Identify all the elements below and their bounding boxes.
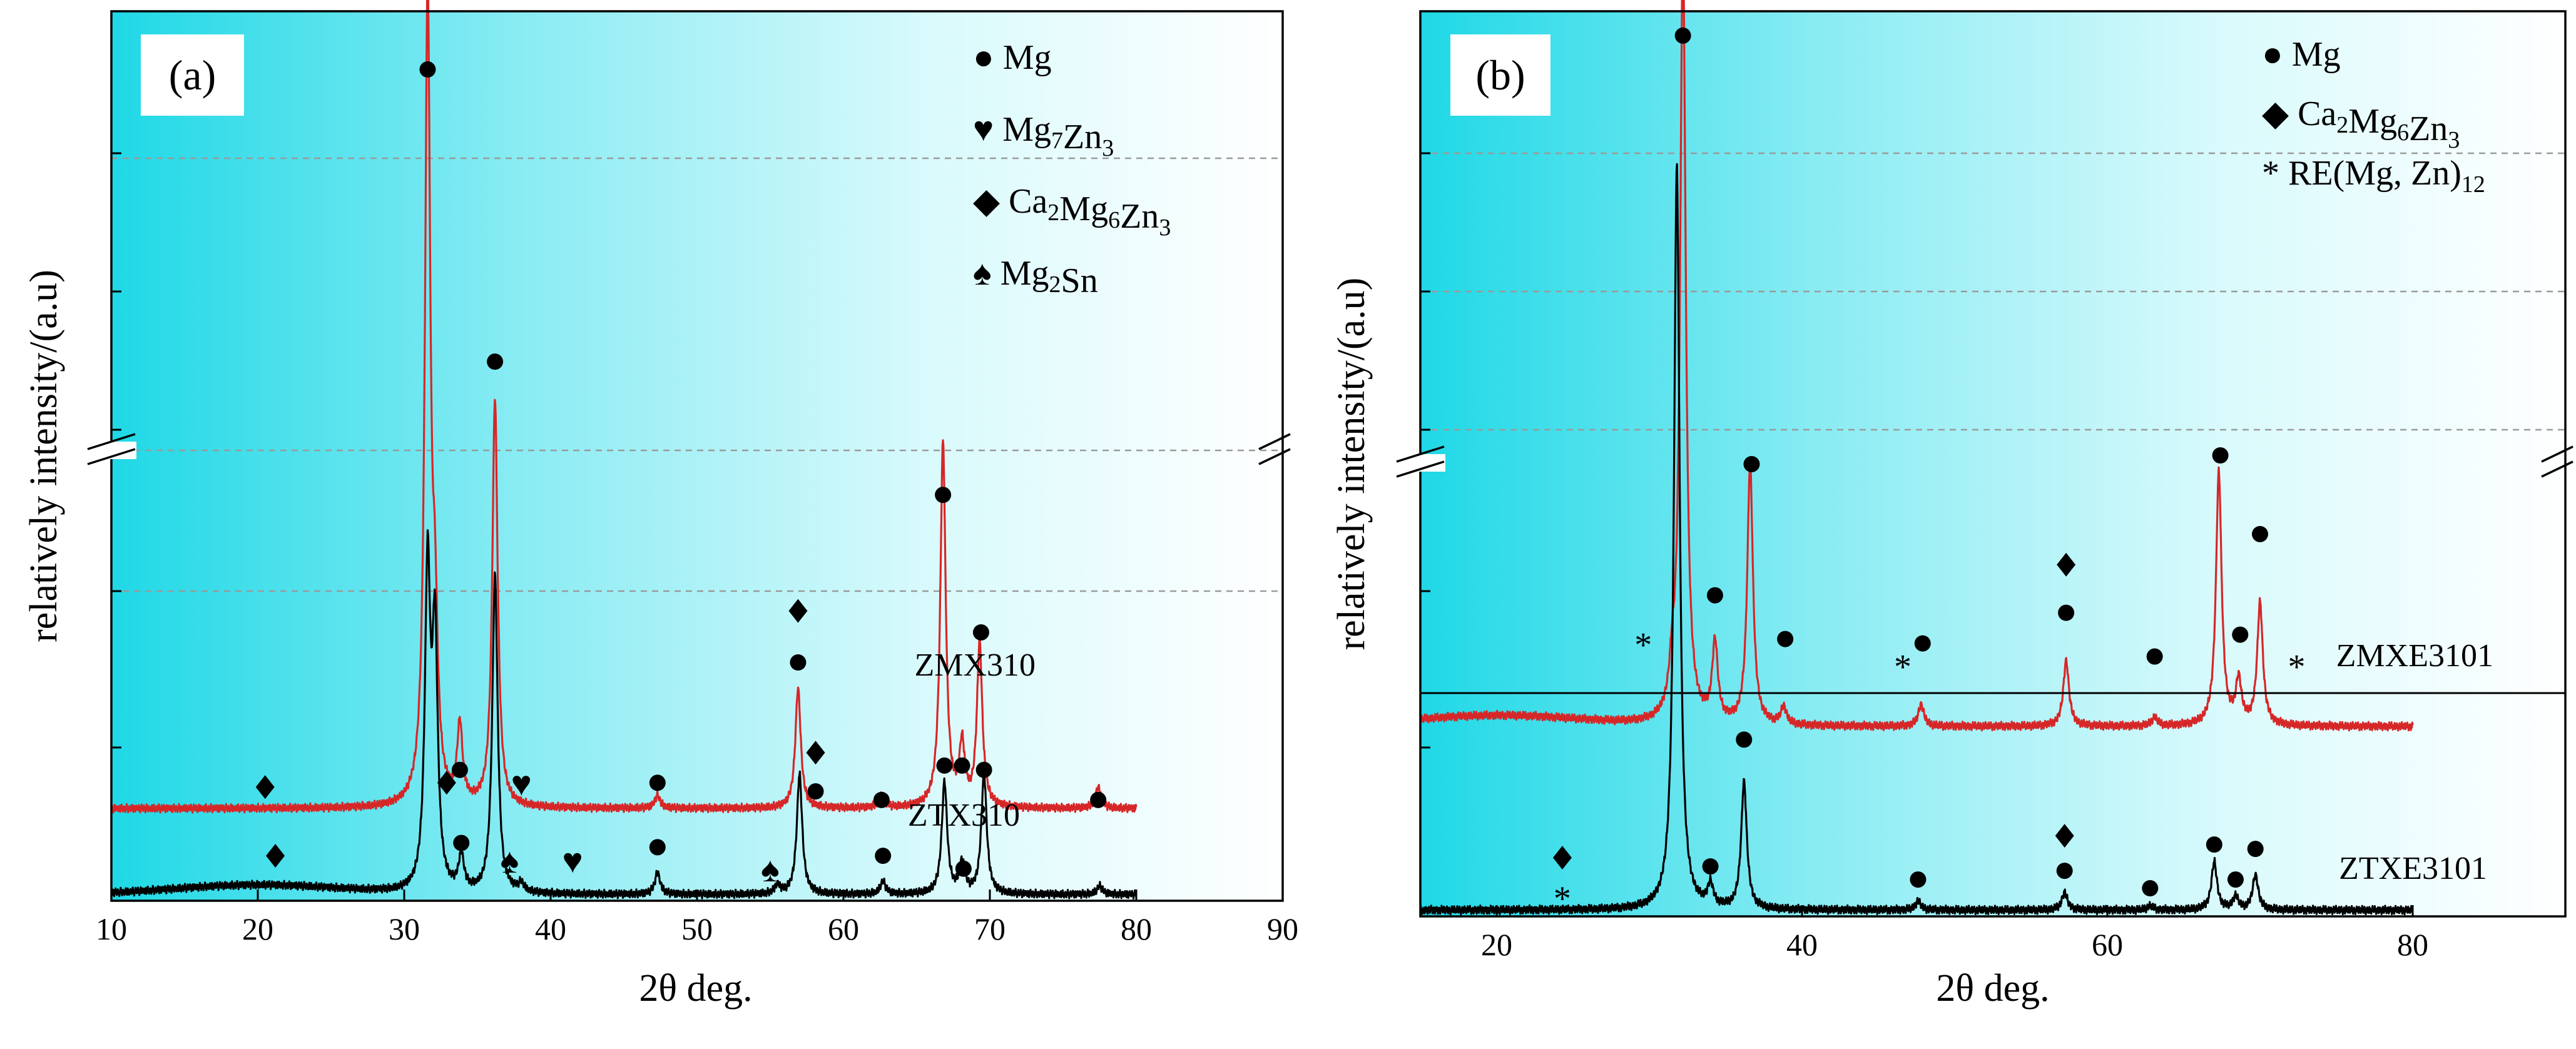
mg-phase-marker: [790, 654, 807, 671]
mg-phase-marker: [419, 61, 436, 78]
mg-phase-marker: [2212, 447, 2229, 464]
ca2mg6zn3-phase-marker: [788, 599, 808, 623]
axis-break-mark-right: [2541, 460, 2573, 478]
mg-phase-marker: [2206, 836, 2222, 853]
legend-item-circle: ● Mg: [2262, 35, 2341, 74]
panel-b: * * * * 20 40 60 80 2θ deg. relatively intensity/…: [1330, 0, 2573, 1010]
x-tick-label: 80: [2397, 927, 2428, 962]
mg-phase-marker: [972, 624, 989, 641]
mg-phase-marker: [1702, 858, 1719, 875]
ca2mg6zn3-phase-marker: [2055, 824, 2074, 848]
x-tick-label: 40: [535, 911, 566, 946]
panel-tag-box: [1450, 34, 1550, 116]
mg-phase-marker: [1674, 27, 1691, 44]
panel-tag: (b): [1475, 51, 1525, 99]
mg2sn-phase-marker: ♠: [501, 842, 519, 881]
ca2mg6zn3-phase-marker: [266, 844, 285, 868]
mg-phase-marker: [2058, 604, 2075, 621]
ca2mg6zn3-phase-marker: [1552, 846, 1572, 870]
mg-phase-marker: [873, 791, 890, 808]
mg-phase-marker: [649, 774, 666, 791]
mg-phase-marker: [2142, 880, 2159, 897]
re-mg-zn-phase-marker: *: [1634, 626, 1652, 665]
mg-phase-marker: [649, 839, 666, 856]
mg-phase-marker: [1090, 791, 1107, 808]
x-tick-label: 90: [1267, 911, 1298, 946]
legend-item-heart: ♥ Mg7Zn3: [973, 110, 1114, 161]
mg-phase-marker: [2056, 863, 2073, 879]
axis-break-mark: [1396, 445, 1445, 463]
panel-tag-box: [141, 34, 244, 116]
re-mg-zn-phase-marker: *: [1894, 648, 1912, 687]
y-axis-title: relatively intensity/(a.u): [23, 270, 65, 642]
legend-item-diamond: ◆ Ca2Mg6Zn3: [973, 182, 1171, 241]
mg-phase-marker: [936, 757, 953, 774]
mg-phase-marker: [453, 834, 470, 851]
axis-break-mark: [87, 448, 136, 465]
mg-phase-marker: [2252, 525, 2268, 542]
x-tick-label: 80: [1121, 911, 1152, 946]
axis-break-mark-right: [2541, 445, 2573, 463]
mg-phase-marker: [955, 860, 972, 877]
x-tick-label: 60: [828, 911, 859, 946]
axis-break-mark-right: [1258, 433, 1291, 450]
series-label-ZTXE3101: ZTXE3101: [2339, 851, 2487, 886]
panel-tag: (a): [169, 51, 216, 99]
legend-item-circle: ● Mg: [973, 38, 1052, 77]
x-tick-label: 20: [1481, 927, 1512, 962]
mg-phase-marker: [807, 783, 824, 800]
mg-phase-marker: [1914, 635, 1931, 652]
y-axis-title: relatively intensity/(a.u): [1330, 278, 1373, 651]
axis-break-mark-right: [1258, 448, 1291, 465]
panel-a: ♥ ♠ ♥ ♠ 10 20 30 40 50 60 70 80 90 2θ deg. relatively …: [23, 0, 1298, 1010]
re-mg-zn-phase-marker: *: [2288, 648, 2306, 687]
series-label-ZTX310: ZTX310: [908, 798, 1020, 833]
axis-break-mark: [87, 433, 136, 450]
mg-phase-marker: [487, 353, 504, 370]
mg-phase-marker: [975, 761, 992, 778]
x-tick-label: 30: [389, 911, 420, 946]
axis-break-mark: [1396, 460, 1445, 478]
mg7zn3-phase-marker: ♥: [562, 842, 583, 881]
mg-phase-marker: [451, 761, 468, 778]
mg-phase-marker: [954, 757, 970, 774]
ca2mg6zn3-phase-marker: [255, 775, 275, 799]
legend-item-asterisk: * RE(Mg, Zn)12: [2262, 154, 2485, 198]
x-tick-label: 50: [681, 911, 713, 946]
x-axis-title: 2θ deg.: [1936, 967, 2049, 1010]
legend-item-spade: ♠ Mg2Sn: [973, 254, 1098, 300]
mg-phase-marker: [1910, 871, 1927, 888]
x-tick-label: 70: [974, 911, 1005, 946]
mg-phase-marker: [2227, 871, 2244, 888]
series-label-ZMXE3101: ZMXE3101: [2336, 638, 2493, 674]
mg-phase-marker: [2232, 626, 2249, 643]
x-tick-label: 60: [2092, 927, 2123, 962]
ca2mg6zn3-phase-marker: [806, 741, 825, 765]
mg7zn3-phase-marker: ♥: [511, 764, 532, 803]
ca2mg6zn3-phase-marker: [2057, 552, 2076, 577]
series-label-ZMX310: ZMX310: [914, 647, 1036, 683]
x-tick-label: 10: [96, 911, 127, 946]
legend-item-diamond: ◆ Ca2Mg6Zn3: [2262, 94, 2460, 153]
mg-phase-marker: [1706, 587, 1723, 604]
mg2sn-phase-marker: ♠: [761, 851, 780, 889]
mg-phase-marker: [875, 848, 892, 864]
mg-phase-marker: [935, 487, 952, 504]
x-axis-title: 2θ deg.: [639, 967, 752, 1010]
series-line-ZTXE3101: [1419, 163, 2414, 916]
mg-phase-marker: [1777, 631, 1794, 647]
plot-background: [1420, 11, 2565, 916]
mg-phase-marker: [2146, 648, 2163, 665]
series-line-ZMXE3101: [1419, 0, 2414, 732]
re-mg-zn-phase-marker: *: [1554, 879, 1571, 918]
mg-phase-marker: [1736, 731, 1753, 748]
x-tick-label: 20: [242, 911, 273, 946]
mg-phase-marker: [1743, 455, 1760, 472]
mg-phase-marker: [2247, 841, 2264, 858]
plot-background: [111, 11, 1283, 901]
x-tick-label: 40: [1786, 927, 1818, 962]
ca2mg6zn3-phase-marker: [437, 771, 456, 795]
